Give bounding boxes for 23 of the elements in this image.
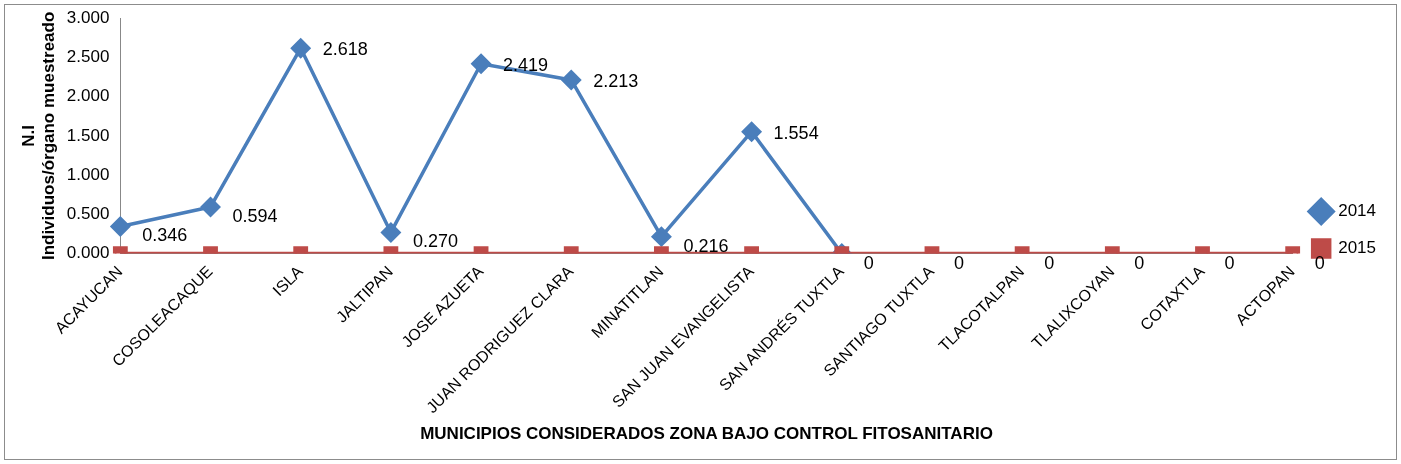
data-label: 0.594 xyxy=(232,205,278,226)
data-label: 0 xyxy=(863,252,874,273)
data-label: 0 xyxy=(1314,252,1325,273)
data-label: 1.554 xyxy=(773,122,819,143)
x-axis-title: MUNICIPIOS CONSIDERADOS ZONA BAJO CONTROL FITOSANITARIO xyxy=(420,424,993,444)
legend-label: 2014 xyxy=(1338,201,1377,221)
data-label: 0.216 xyxy=(683,235,729,256)
data-label: 2.419 xyxy=(503,54,549,75)
data-label: 0 xyxy=(1134,252,1145,273)
data-label: 0 xyxy=(1224,252,1235,273)
data-label: 2.213 xyxy=(593,70,639,91)
data-label: 2.618 xyxy=(322,39,368,60)
data-label: 0.270 xyxy=(412,231,458,252)
legend-label: 2015 xyxy=(1338,238,1377,258)
y-tick-label: 2.500 xyxy=(66,47,110,67)
y-tick-label: 1.000 xyxy=(66,164,110,184)
data-label: 0.346 xyxy=(142,225,188,246)
y-tick-label: 0.500 xyxy=(66,204,110,224)
y-tick-label: 1.500 xyxy=(66,125,110,145)
y-tick-label: 2.000 xyxy=(66,86,110,106)
y-tick-label: 3.000 xyxy=(66,7,110,27)
y-tick-label: 0.000 xyxy=(66,243,110,263)
y-axis-title: N.I Individuos/órgano muestreado xyxy=(18,11,59,261)
